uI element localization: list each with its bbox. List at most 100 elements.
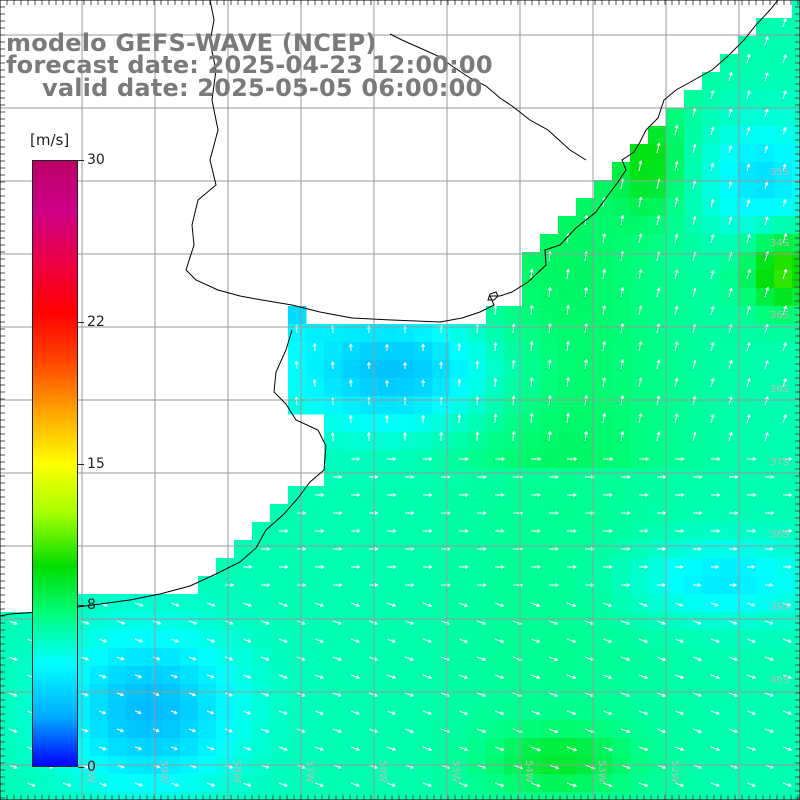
wind-arrowhead (302, 547, 307, 551)
wind-arrow (584, 656, 594, 661)
wind-arrow (242, 674, 251, 679)
latitude-label: 35S (770, 167, 789, 178)
wind-speed-cell (252, 702, 271, 721)
wind-speed-cell (792, 414, 800, 433)
wind-speed-cell (234, 720, 253, 739)
wind-speed-cell (540, 234, 559, 253)
wind-speed-cell (360, 486, 379, 505)
wind-arrowhead (609, 529, 613, 533)
wind-speed-cell (378, 720, 397, 739)
wind-arrow (692, 432, 696, 442)
wind-arrowhead (566, 304, 570, 309)
wind-speed-cell (558, 720, 577, 739)
wind-arrowhead (500, 711, 505, 716)
wind-arrow (278, 638, 288, 643)
wind-speed-cell (702, 360, 721, 379)
wind-arrowhead (788, 493, 793, 497)
wind-speed-cell (630, 468, 649, 487)
wind-arrow (566, 638, 576, 643)
wind-speed-cell (468, 774, 487, 793)
wind-arrow (476, 656, 486, 661)
wind-arrowhead (374, 729, 378, 734)
wind-speed-cell (468, 486, 487, 505)
wind-arrow (404, 692, 414, 697)
wind-arrowhead (421, 343, 426, 348)
wind-arrowhead (680, 639, 684, 644)
wind-arrowhead (626, 621, 631, 626)
wind-speed-cell (648, 270, 667, 289)
wind-speed-cell (540, 738, 559, 757)
wind-arrowhead (374, 657, 378, 662)
wind-speed-cell (774, 234, 793, 253)
wind-arrowhead (428, 493, 433, 497)
wind-speed-cell (162, 792, 181, 800)
wind-speed-cell (432, 702, 451, 721)
wind-speed-cell (126, 792, 145, 800)
wind-arrow (656, 395, 660, 406)
wind-arrowhead (788, 529, 793, 533)
wind-arrowhead (320, 493, 325, 497)
wind-arrow (674, 710, 684, 715)
wind-speed-cell (774, 576, 793, 595)
wind-arrow (530, 269, 533, 280)
wind-speed-cell (774, 72, 793, 91)
wind-arrowhead (555, 475, 559, 479)
wind-arrow (710, 710, 720, 715)
wind-arrow (512, 396, 515, 406)
wind-speed-cell (252, 594, 271, 613)
wind-speed-cell (414, 504, 433, 523)
wind-speed-cell (630, 648, 649, 667)
wind-speed-cell (792, 126, 800, 145)
wind-speed-cell (324, 630, 343, 649)
wind-speed-cell (738, 198, 757, 217)
wind-arrowhead (356, 457, 361, 461)
wind-arrowhead (638, 304, 643, 309)
wind-speed-cell (540, 486, 559, 505)
wind-arrow (728, 217, 732, 226)
wind-arrowhead (591, 511, 595, 515)
wind-arrowhead (584, 322, 589, 327)
wind-speed-cell (756, 108, 775, 127)
wind-speed-cell (558, 378, 577, 397)
wind-speed-cell (270, 612, 289, 631)
wind-arrow (782, 233, 787, 244)
wind-speed-cell (450, 432, 469, 451)
wind-speed-cell (702, 648, 721, 667)
wind-speed-cell (792, 396, 800, 415)
wind-speed-cell (612, 792, 631, 800)
wind-arrowhead (403, 361, 407, 366)
wind-arrow (548, 431, 551, 442)
wind-speed-cell (378, 684, 397, 703)
wind-speed-cell (594, 432, 613, 451)
wind-arrowhead (572, 603, 577, 608)
wind-arrow (782, 18, 787, 28)
wind-speed-cell (180, 738, 199, 757)
wind-speed-cell (630, 396, 649, 415)
wind-speed-cell (522, 414, 541, 433)
wind-arrow (746, 602, 755, 607)
wind-arrowhead (155, 728, 160, 733)
wind-arrow (746, 234, 751, 244)
wind-arrowhead (482, 729, 487, 734)
wind-arrow (494, 638, 504, 643)
wind-speed-cell (738, 432, 757, 451)
wind-arrowhead (464, 639, 469, 644)
wind-arrowhead (692, 287, 697, 292)
wind-arrow (206, 710, 214, 714)
wind-arrow (710, 638, 720, 643)
wind-speed-cell (630, 540, 649, 559)
wind-speed-cell (756, 342, 775, 361)
wind-arrowhead (656, 142, 661, 147)
wind-speed-cell (702, 468, 721, 487)
wind-arrow (782, 710, 792, 715)
wind-arrowhead (765, 359, 769, 364)
wind-arrowhead (547, 286, 552, 291)
wind-arrowhead (662, 729, 667, 734)
wind-speed-cell (378, 360, 397, 379)
wind-speed-cell (684, 90, 703, 109)
wind-speed-cell (396, 396, 415, 415)
wind-arrow (476, 764, 486, 769)
wind-speed-cell (558, 684, 577, 703)
wind-speed-cell (648, 432, 667, 451)
wind-arrowhead (555, 547, 559, 551)
